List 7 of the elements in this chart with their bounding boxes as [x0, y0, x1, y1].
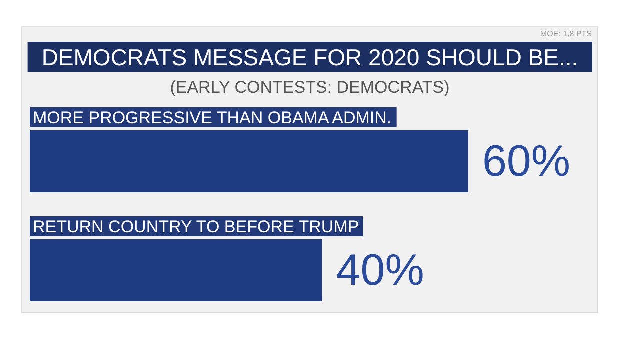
data-label: 40% — [336, 246, 424, 295]
text: (EARLY CONTESTS: DEMOCRATS) — [170, 78, 450, 97]
data-label: 60% — [482, 137, 571, 186]
chart-title: DEMOCRATS MESSAGE FOR 2020 SHOULD BE... — [42, 44, 578, 70]
y-tick-label: RETURN COUNTRY TO BEFORE TRUMP — [33, 218, 360, 236]
y-tick-label: MORE PROGRESSIVE THAN OBAMA ADMIN. — [33, 108, 392, 128]
text: MOE: 1.8 PTS — [540, 30, 592, 38]
